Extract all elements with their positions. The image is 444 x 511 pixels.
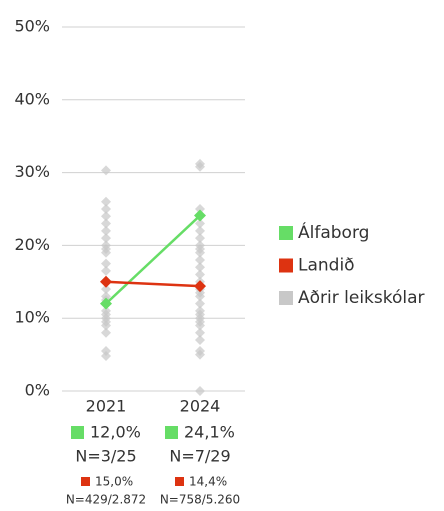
scatter-point	[195, 225, 205, 236]
series-marker	[100, 275, 112, 288]
n-label: N=7/29	[169, 447, 230, 466]
value-label: 15,0%	[95, 475, 133, 489]
n-label: N=758/5.260	[160, 493, 240, 507]
x-tick-label: 2024	[180, 397, 221, 416]
scatter-point	[101, 265, 111, 276]
scatter-point	[101, 204, 111, 214]
legend-swatch	[165, 426, 178, 439]
scatter-point	[195, 254, 205, 265]
value-label: 14,4%	[189, 475, 227, 489]
series-marker	[194, 280, 206, 293]
legend-swatch	[279, 291, 293, 305]
legend-swatch	[71, 426, 84, 439]
scatter-point	[195, 204, 205, 214]
y-tick-label: 0%	[25, 381, 50, 400]
y-tick-label: 40%	[14, 89, 50, 108]
scatter-point	[101, 284, 111, 295]
scatter-point	[101, 327, 111, 338]
legend-swatch	[175, 477, 184, 486]
legend-swatch	[81, 477, 90, 486]
scatter-point	[101, 320, 111, 331]
scatter-point	[101, 351, 111, 362]
legend-label: Álfaborg	[298, 221, 369, 243]
scatter-point	[101, 218, 111, 229]
n-label: N=429/2.872	[66, 493, 146, 507]
n-label: N=3/25	[75, 447, 136, 466]
y-tick-label: 10%	[14, 308, 50, 327]
series-marker	[100, 297, 112, 310]
scatter-point	[195, 335, 205, 346]
legend-label: Aðrir leikskólar	[298, 288, 425, 308]
x-tick-label: 2021	[86, 397, 127, 416]
scatter-point	[195, 233, 205, 244]
scatter-point	[101, 211, 111, 222]
scatter-point	[101, 233, 111, 244]
legend-swatch	[279, 258, 293, 273]
scatter-point	[195, 269, 205, 280]
legend-swatch	[279, 226, 293, 240]
y-tick-label: 50%	[14, 17, 50, 36]
scatter-point	[195, 386, 205, 396]
series-line	[105, 214, 201, 305]
scatter-point	[195, 218, 205, 229]
scatter-point	[101, 165, 111, 176]
value-label: 12,0%	[90, 423, 141, 442]
legend-label: Landið	[298, 256, 355, 276]
scatter-point	[101, 258, 111, 269]
scatter-point	[195, 298, 205, 309]
scatter-point	[195, 320, 205, 331]
scatter-point	[195, 262, 205, 273]
scatter-point	[195, 291, 205, 302]
scatter-point	[101, 247, 111, 258]
scatter-point	[195, 247, 205, 258]
scatter-point	[195, 349, 205, 360]
value-label: 24,1%	[184, 423, 235, 442]
scatter-point	[101, 196, 111, 207]
y-tick-label: 20%	[14, 235, 50, 254]
y-tick-label: 30%	[14, 162, 50, 181]
scatter-point	[195, 161, 205, 172]
scatter-point	[101, 345, 111, 356]
series-line	[105, 280, 201, 288]
scatter-point	[101, 225, 111, 236]
series-marker	[194, 209, 206, 222]
scatter-point	[195, 327, 205, 338]
